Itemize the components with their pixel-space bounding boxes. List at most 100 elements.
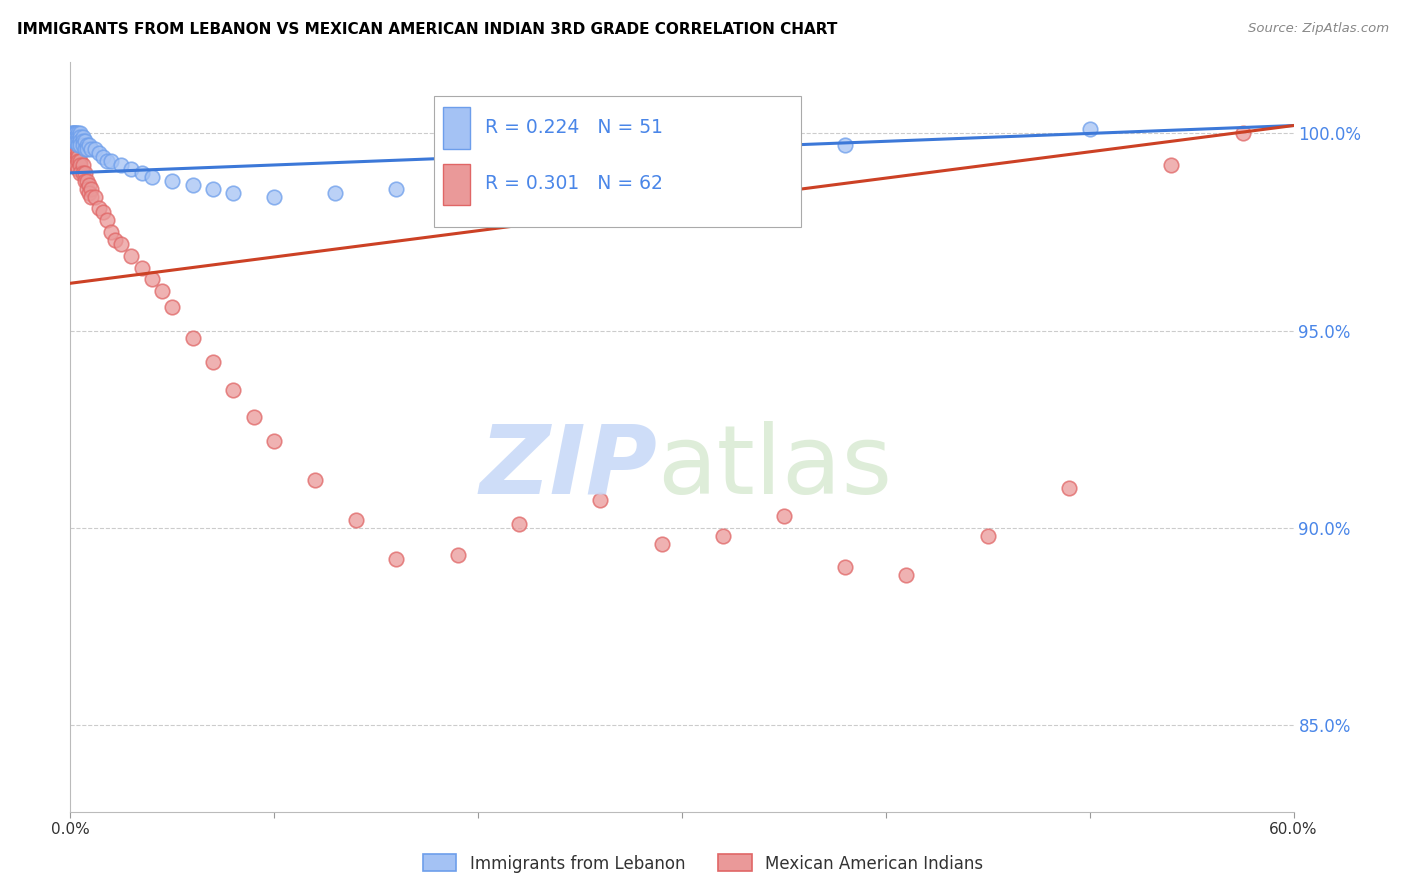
Point — [202, 181, 225, 195]
Point — [79, 181, 103, 195]
Point — [67, 130, 90, 145]
Point — [162, 174, 183, 188]
Point — [323, 186, 347, 200]
Point — [243, 410, 266, 425]
Point — [73, 166, 96, 180]
Point — [650, 536, 672, 550]
Point — [181, 178, 204, 192]
Text: Source: ZipAtlas.com: Source: ZipAtlas.com — [1249, 22, 1389, 36]
Point — [104, 233, 127, 247]
Point — [385, 552, 408, 566]
Point — [67, 127, 90, 141]
Point — [110, 158, 132, 172]
Point — [72, 166, 94, 180]
Point — [63, 138, 86, 153]
Point — [263, 434, 285, 448]
Point — [121, 161, 143, 176]
Point — [711, 529, 734, 543]
Point — [65, 130, 87, 145]
Point — [63, 146, 86, 161]
Point — [60, 127, 83, 141]
Point — [60, 134, 83, 148]
Point — [73, 174, 96, 188]
Text: R = 0.224   N = 51: R = 0.224 N = 51 — [485, 118, 664, 137]
Point — [63, 127, 86, 141]
Point — [263, 189, 285, 203]
Point — [65, 158, 87, 172]
FancyBboxPatch shape — [443, 163, 470, 205]
Point — [110, 236, 132, 251]
Point — [222, 383, 245, 397]
Point — [150, 284, 173, 298]
Point — [77, 138, 100, 153]
Point — [141, 272, 163, 286]
Point — [100, 225, 122, 239]
Point — [63, 130, 86, 145]
Point — [60, 127, 83, 141]
Point — [508, 516, 530, 531]
Point — [60, 138, 83, 153]
Point — [60, 142, 83, 156]
Point — [181, 331, 204, 345]
Point — [65, 127, 87, 141]
Point — [976, 529, 998, 543]
Point — [162, 300, 183, 314]
Point — [69, 166, 91, 180]
Point — [73, 142, 96, 156]
Point — [60, 138, 83, 153]
Point — [202, 355, 225, 369]
Point — [773, 508, 796, 523]
Point — [65, 142, 87, 156]
Point — [141, 169, 163, 184]
Point — [87, 202, 110, 216]
Point — [65, 134, 87, 148]
Point — [63, 130, 86, 145]
Point — [96, 154, 118, 169]
Text: IMMIGRANTS FROM LEBANON VS MEXICAN AMERICAN INDIAN 3RD GRADE CORRELATION CHART: IMMIGRANTS FROM LEBANON VS MEXICAN AMERI… — [17, 22, 837, 37]
Point — [834, 560, 856, 574]
Point — [100, 154, 122, 169]
Point — [91, 150, 114, 164]
Point — [65, 127, 87, 141]
Point — [67, 146, 90, 161]
Point — [1232, 127, 1254, 141]
Point — [76, 138, 98, 153]
Point — [834, 138, 856, 153]
Point — [63, 134, 86, 148]
Point — [121, 249, 143, 263]
Point — [83, 142, 105, 156]
Point — [76, 174, 98, 188]
Point — [385, 181, 408, 195]
Point — [76, 142, 98, 156]
Point — [67, 161, 90, 176]
Point — [79, 189, 103, 203]
Point — [72, 134, 94, 148]
Point — [77, 186, 100, 200]
Point — [96, 213, 118, 227]
Point — [589, 161, 612, 176]
Point — [63, 127, 86, 141]
Point — [65, 150, 87, 164]
Point — [1160, 158, 1182, 172]
Point — [63, 134, 86, 148]
FancyBboxPatch shape — [433, 96, 800, 227]
Point — [131, 166, 153, 180]
Point — [63, 142, 86, 156]
Point — [60, 130, 83, 145]
Point — [77, 178, 100, 192]
Point — [72, 158, 94, 172]
Point — [65, 130, 87, 145]
Point — [69, 127, 91, 141]
Legend: Immigrants from Lebanon, Mexican American Indians: Immigrants from Lebanon, Mexican America… — [416, 847, 990, 880]
Point — [91, 205, 114, 219]
FancyBboxPatch shape — [443, 107, 470, 149]
Text: R = 0.301   N = 62: R = 0.301 N = 62 — [485, 174, 662, 194]
Point — [894, 568, 917, 582]
Text: atlas: atlas — [658, 420, 893, 514]
Point — [344, 513, 367, 527]
Point — [76, 181, 98, 195]
Point — [69, 158, 91, 172]
Point — [69, 130, 91, 145]
Point — [467, 178, 489, 192]
Point — [79, 142, 103, 156]
